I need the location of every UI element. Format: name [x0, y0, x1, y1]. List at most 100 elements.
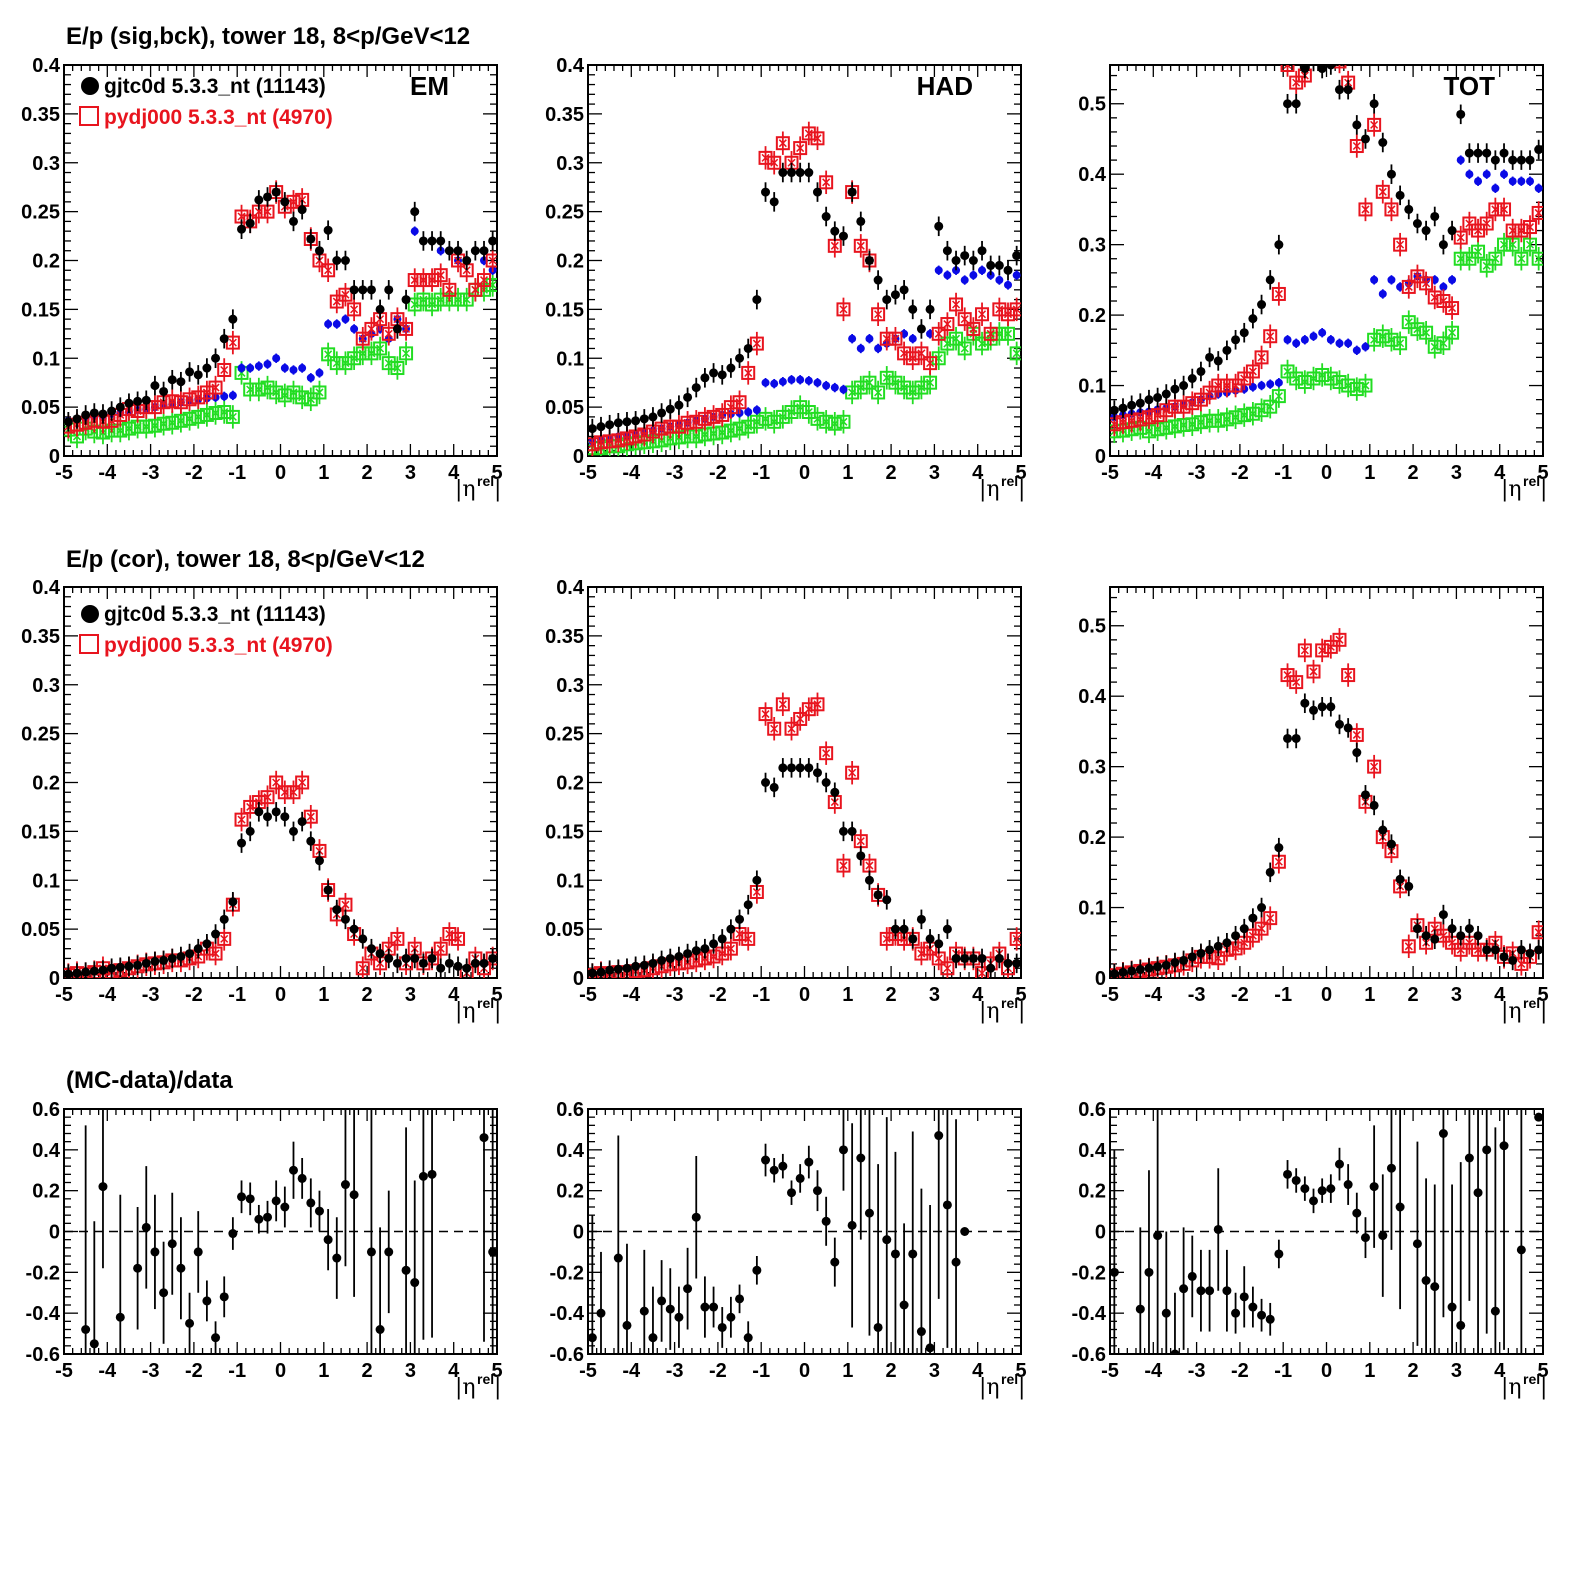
- mc-point: [451, 292, 466, 307]
- mc-point: [879, 370, 894, 385]
- data-point: [1317, 65, 1327, 74]
- mc-point: [992, 302, 1007, 317]
- mc-point-cross: [960, 315, 969, 324]
- y-tick-label: 0.1: [556, 870, 584, 892]
- data-point: [107, 963, 117, 973]
- data-point: [657, 408, 667, 418]
- data-point: [219, 914, 229, 924]
- mc-point-cross: [324, 350, 333, 359]
- x-tick-label: 4: [972, 984, 984, 1006]
- x-tick-label: -5: [1101, 462, 1119, 484]
- data-point: [1499, 148, 1509, 158]
- data-point: [856, 851, 866, 861]
- data-point: [150, 1247, 160, 1257]
- data-point: [847, 187, 857, 197]
- x-tick-label: 2: [1408, 1360, 1419, 1382]
- data-point: [752, 1265, 762, 1275]
- data-point: [1283, 335, 1292, 344]
- data-point: [726, 363, 736, 373]
- data-point: [1326, 702, 1336, 712]
- x-tick-label: -1: [228, 984, 246, 1006]
- data-point: [349, 924, 359, 934]
- mc-point-cross: [986, 329, 995, 338]
- legend-top: gjtc0d 5.3.3_nt (11143) pydj000 5.3.3_nt…: [79, 75, 333, 129]
- y-tick-label: -0.4: [26, 1303, 61, 1325]
- data-point: [796, 375, 805, 384]
- data-point: [488, 953, 497, 963]
- x-tick-label: 2: [362, 984, 373, 1006]
- mc-point-cross: [471, 285, 480, 294]
- data-point: [1213, 941, 1223, 951]
- data-point: [340, 256, 350, 265]
- mc-point: [992, 326, 1007, 341]
- data-point: [1266, 380, 1275, 389]
- data-point: [219, 1292, 229, 1302]
- x-tick-label: 2: [1408, 984, 1419, 1006]
- data-point: [401, 953, 411, 963]
- data-point: [882, 895, 892, 905]
- data-point: [838, 231, 848, 241]
- data-point: [366, 285, 376, 295]
- data-point: [1447, 924, 1457, 934]
- mc-point-cross: [488, 280, 497, 289]
- data-point: [830, 787, 840, 797]
- x-tick-label: 1: [1364, 1360, 1375, 1382]
- data-point: [107, 406, 117, 416]
- data-point: [272, 354, 281, 363]
- data-point: [237, 364, 246, 373]
- mc-point-cross: [874, 310, 883, 319]
- mc-point: [1263, 329, 1278, 344]
- data-point: [683, 392, 693, 402]
- mc-point: [1349, 727, 1364, 742]
- y-tick-label: 0.25: [545, 724, 584, 746]
- mc-point-cross: [830, 241, 839, 250]
- data-point: [280, 197, 290, 207]
- x-tick-label: -4: [622, 984, 641, 1006]
- x-tick-label: 0: [799, 462, 810, 484]
- x-tick-label: 4: [448, 1360, 460, 1382]
- x-tick-label: 4: [448, 984, 460, 1006]
- data-point: [133, 1263, 143, 1273]
- data-point: [470, 958, 480, 968]
- data-point: [994, 260, 1004, 270]
- mc-point-cross: [865, 378, 874, 387]
- data-point: [908, 304, 918, 314]
- data-point: [1482, 148, 1492, 158]
- mc-point: [260, 380, 275, 395]
- mc-point: [836, 414, 851, 429]
- data-point: [271, 187, 281, 197]
- data-point: [89, 408, 99, 418]
- data-point: [1012, 271, 1021, 280]
- data-point: [735, 353, 745, 363]
- series-layer: [64, 770, 497, 978]
- data-point: [717, 934, 727, 944]
- mc-point: [347, 302, 362, 317]
- data-point: [1012, 251, 1021, 261]
- data-point: [375, 949, 385, 959]
- plot-tot-cor: -5 -4 -3 -2 -1 0 1 2 3 4 5 0 0.1 0.2 0.3 0.4 0.5 |η rel |: [1078, 586, 1549, 1024]
- data-point: [1179, 1284, 1189, 1294]
- data-point: [1110, 969, 1119, 978]
- mc-point: [433, 268, 448, 283]
- data-point: [925, 304, 935, 314]
- mc-point-cross: [263, 793, 272, 802]
- data-point: [1343, 85, 1353, 95]
- mc-point: [931, 326, 946, 341]
- data-point: [1438, 240, 1448, 250]
- mc-point: [1280, 65, 1295, 72]
- mc-point-cross: [1430, 924, 1439, 933]
- data-point: [193, 944, 203, 954]
- data-point: [665, 1304, 675, 1314]
- mc-point: [217, 931, 232, 946]
- mc-point: [1167, 399, 1182, 414]
- mc-point: [715, 407, 730, 422]
- mc-point: [749, 336, 764, 351]
- data-point: [890, 1249, 900, 1259]
- data-point: [245, 218, 255, 228]
- plot-em-cor: -5 -4 -3 -2 -1 0 1 2 3 4 5 0 0.05 0.1 0.15 0.2 0.25 0.3 0.…: [21, 577, 503, 1024]
- data-point: [882, 1235, 892, 1245]
- data-point: [488, 236, 497, 246]
- data-point: [916, 1327, 926, 1337]
- mc-point-cross: [1534, 254, 1543, 263]
- data-point: [418, 1171, 428, 1181]
